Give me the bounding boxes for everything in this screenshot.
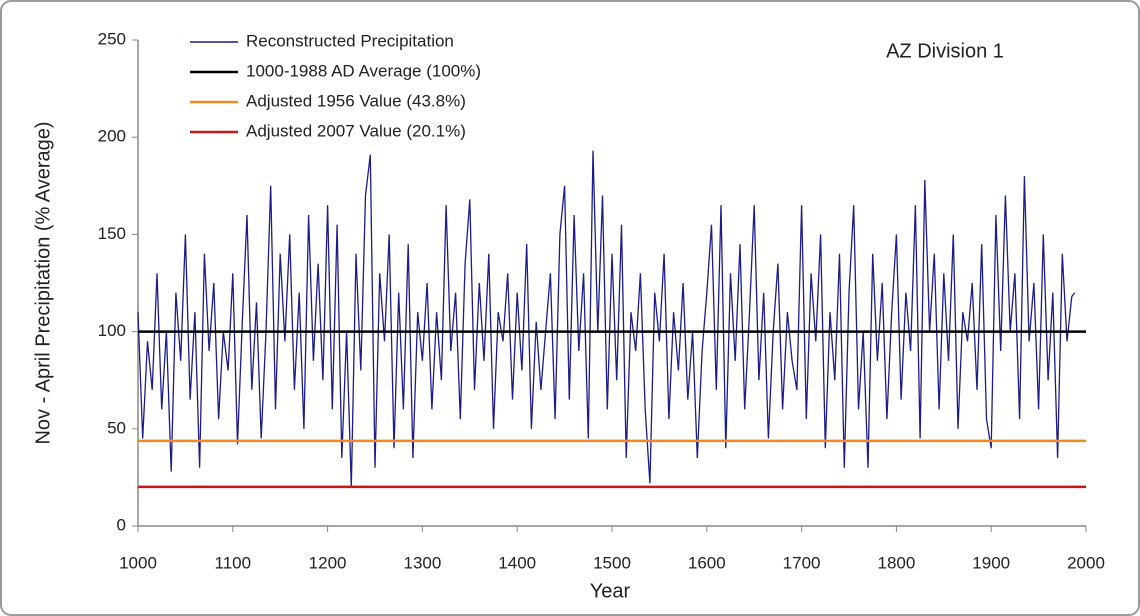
data-line (137, 150, 1076, 488)
y-tick-label: 0 (117, 515, 126, 534)
y-tick-label: 200 (98, 127, 126, 146)
y-axis-label: Nov - April Precipitation (% Average) (32, 121, 54, 444)
legend-label: Reconstructed Precipitation (246, 31, 454, 50)
x-tick-label: 1500 (593, 553, 631, 572)
x-tick-label: 1600 (688, 553, 726, 572)
x-tick-label: 1700 (783, 553, 821, 572)
legend-label: Adjusted 1956 Value (43.8%) (246, 91, 466, 110)
x-axis-label: Year (590, 580, 631, 602)
x-tick-label: 1900 (972, 553, 1010, 572)
annotation: AZ Division 1 (886, 40, 1004, 62)
x-tick-label: 2000 (1067, 553, 1105, 572)
x-tick-label: 1100 (215, 553, 252, 572)
y-tick-label: 50 (107, 418, 126, 437)
x-tick-label: 1400 (498, 553, 536, 572)
legend-label: Adjusted 2007 Value (20.1%) (246, 121, 466, 140)
legend-label: 1000-1988 AD Average (100%) (246, 61, 481, 80)
x-tick-label: 1800 (877, 553, 915, 572)
y-tick-label: 100 (98, 321, 126, 340)
x-tick-label: 1200 (309, 553, 347, 572)
y-tick-label: 250 (98, 29, 126, 48)
x-tick-label: 1300 (403, 553, 441, 572)
y-tick-label: 150 (98, 224, 126, 243)
x-tick-label: 1000 (119, 553, 157, 572)
